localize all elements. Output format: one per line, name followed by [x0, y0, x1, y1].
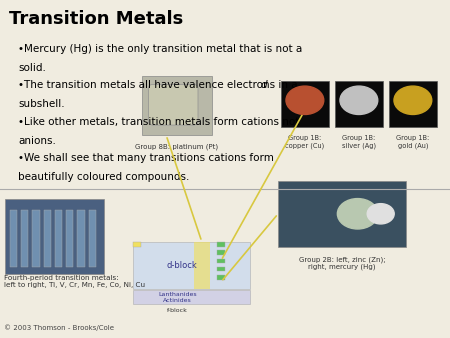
Text: •Like other metals, transition metals form cations not: •Like other metals, transition metals fo… — [18, 117, 299, 127]
Text: f-block: f-block — [167, 308, 188, 313]
Text: d-block: d-block — [166, 261, 197, 270]
FancyBboxPatch shape — [217, 242, 225, 247]
FancyBboxPatch shape — [335, 81, 382, 127]
Text: Actinides: Actinides — [163, 298, 192, 303]
Text: solid.: solid. — [18, 63, 46, 73]
Circle shape — [286, 86, 324, 115]
FancyBboxPatch shape — [4, 199, 104, 274]
FancyBboxPatch shape — [278, 181, 406, 247]
Text: •Mercury (Hg) is the only transition metal that is not a: •Mercury (Hg) is the only transition met… — [18, 44, 302, 54]
FancyBboxPatch shape — [133, 242, 250, 289]
FancyBboxPatch shape — [133, 290, 250, 304]
FancyBboxPatch shape — [281, 81, 328, 127]
Text: •The transition metals all have valence electrons in a: •The transition metals all have valence … — [18, 80, 301, 91]
Bar — [32, 210, 40, 267]
Bar — [66, 210, 73, 267]
Circle shape — [338, 198, 378, 229]
FancyBboxPatch shape — [133, 242, 141, 247]
Text: Fourth-period transition metals:
left to right, Ti, V, Cr, Mn, Fe, Co, Ni, Cu: Fourth-period transition metals: left to… — [4, 275, 146, 288]
Bar — [55, 210, 62, 267]
Text: Lanthanides: Lanthanides — [158, 292, 197, 296]
Circle shape — [394, 86, 432, 115]
Bar — [89, 210, 96, 267]
Bar — [10, 210, 17, 267]
Text: subshell.: subshell. — [18, 99, 65, 110]
Text: d: d — [260, 80, 267, 91]
FancyBboxPatch shape — [148, 84, 198, 125]
FancyBboxPatch shape — [142, 76, 212, 135]
Text: anions.: anions. — [18, 136, 56, 146]
Text: Transition Metals: Transition Metals — [9, 10, 183, 28]
Text: Group 1B:
gold (Au): Group 1B: gold (Au) — [396, 135, 429, 149]
Text: Group 8B: platinum (Pt): Group 8B: platinum (Pt) — [135, 144, 218, 150]
Bar — [21, 210, 28, 267]
FancyBboxPatch shape — [217, 259, 225, 263]
Text: Group 1B:
copper (Cu): Group 1B: copper (Cu) — [285, 135, 324, 149]
FancyBboxPatch shape — [217, 267, 225, 271]
FancyBboxPatch shape — [217, 275, 225, 280]
Bar — [44, 210, 51, 267]
FancyBboxPatch shape — [217, 250, 225, 255]
Text: beautifully coloured compounds.: beautifully coloured compounds. — [18, 172, 189, 183]
Text: © 2003 Thomson - Brooks/Cole: © 2003 Thomson - Brooks/Cole — [4, 324, 114, 331]
Circle shape — [367, 203, 394, 224]
Text: •We shall see that many transitions cations form: •We shall see that many transitions cati… — [18, 153, 274, 164]
Text: Group 1B:
silver (Ag): Group 1B: silver (Ag) — [342, 135, 376, 149]
FancyBboxPatch shape — [194, 242, 210, 289]
Bar — [77, 210, 85, 267]
Circle shape — [340, 86, 378, 115]
Text: Group 2B: left, zinc (Zn);
right, mercury (Hg): Group 2B: left, zinc (Zn); right, mercur… — [299, 256, 386, 270]
FancyBboxPatch shape — [389, 81, 436, 127]
